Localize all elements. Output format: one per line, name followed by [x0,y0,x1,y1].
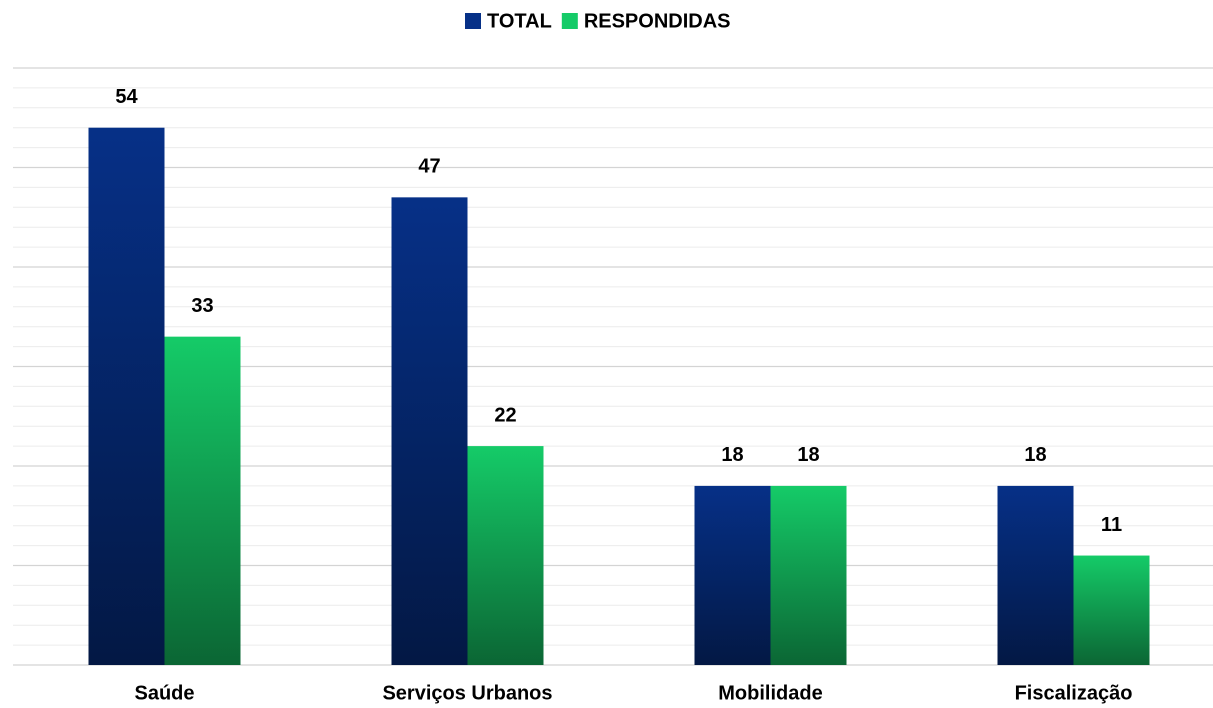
legend-swatch [465,13,481,29]
x-tick-label: Fiscalização [1015,682,1133,704]
x-tick-label: Saúde [134,682,194,704]
x-tick-label: Serviços Urbanos [382,682,552,704]
data-label: 18 [721,444,743,466]
legend-label: TOTAL [487,10,552,32]
bar [467,446,544,665]
bar [694,485,771,665]
data-label: 18 [1024,444,1046,466]
bar [770,485,847,665]
data-label: 33 [191,295,213,317]
data-label: 47 [418,156,440,178]
data-label: 11 [1101,514,1122,536]
data-label: 54 [115,86,138,108]
x-tick-label: Mobilidade [718,682,822,704]
data-label: 18 [797,444,819,466]
bar [164,336,241,665]
bar [1073,555,1150,665]
legend-label: RESPONDIDAS [584,10,731,32]
bar [88,127,165,665]
data-label: 22 [494,404,516,426]
legend-swatch [561,13,578,29]
bar [391,197,468,665]
bar [997,485,1074,665]
